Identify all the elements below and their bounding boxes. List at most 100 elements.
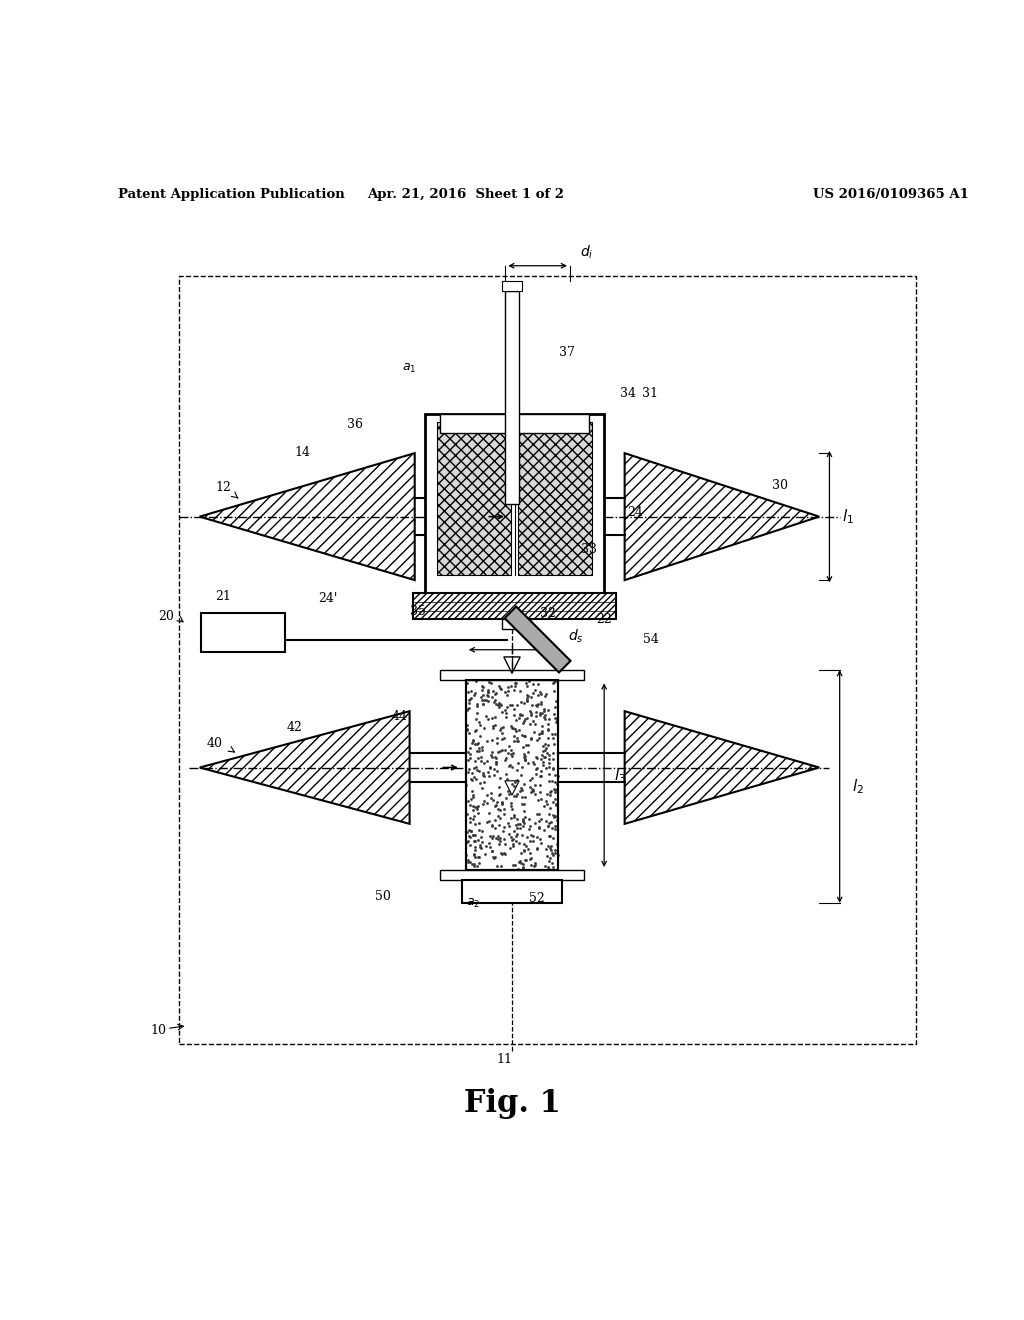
Point <box>466 853 482 874</box>
Point <box>494 792 510 813</box>
Point <box>476 791 493 812</box>
Point <box>541 803 557 824</box>
Point <box>522 854 539 875</box>
Point <box>471 711 487 733</box>
Point <box>512 704 528 725</box>
Point <box>483 744 500 766</box>
Point <box>501 735 517 756</box>
Point <box>494 729 510 750</box>
Point <box>486 692 503 713</box>
Point <box>463 688 479 709</box>
Point <box>540 816 556 837</box>
Point <box>459 673 475 694</box>
Point <box>509 784 525 805</box>
Point <box>472 714 488 735</box>
Point <box>516 800 532 821</box>
Point <box>497 739 513 760</box>
Point <box>506 731 522 752</box>
Point <box>515 810 531 832</box>
Point <box>516 748 532 770</box>
Point <box>538 738 554 759</box>
Bar <box>201 612 285 652</box>
Point <box>512 690 528 711</box>
Point <box>548 711 564 733</box>
Point <box>524 830 541 851</box>
Point <box>549 779 565 800</box>
Point <box>537 709 553 730</box>
Point <box>509 730 525 751</box>
Point <box>547 818 563 840</box>
Point <box>480 810 497 832</box>
Point <box>493 719 509 741</box>
Point <box>465 730 481 751</box>
Point <box>514 713 530 734</box>
Point <box>547 788 563 809</box>
Point <box>479 762 496 783</box>
Point <box>507 854 523 875</box>
Point <box>549 793 565 814</box>
Point <box>531 766 548 787</box>
Point <box>517 734 534 755</box>
Point <box>468 671 484 692</box>
Point <box>510 752 526 774</box>
Point <box>500 742 516 763</box>
Point <box>469 799 485 820</box>
Point <box>515 737 531 758</box>
Point <box>524 780 541 801</box>
Point <box>532 722 549 743</box>
Point <box>484 680 501 701</box>
Point <box>466 830 482 851</box>
Point <box>532 766 549 787</box>
Bar <box>502 619 522 630</box>
Point <box>483 741 500 762</box>
Point <box>523 729 540 750</box>
Point <box>534 748 550 770</box>
Point <box>487 693 504 714</box>
Point <box>517 726 534 747</box>
Point <box>473 826 489 847</box>
Point <box>516 710 532 731</box>
Point <box>531 817 548 838</box>
Text: 14: 14 <box>294 446 310 458</box>
Point <box>485 764 502 785</box>
Point <box>463 768 479 789</box>
Polygon shape <box>200 711 410 824</box>
Point <box>468 709 484 730</box>
Point <box>499 788 515 809</box>
Point <box>459 719 475 741</box>
Text: 21: 21 <box>215 590 231 603</box>
Point <box>546 734 562 755</box>
Point <box>490 784 507 805</box>
Bar <box>517 422 592 576</box>
Text: 20: 20 <box>158 610 174 623</box>
Point <box>528 746 545 767</box>
Point <box>462 834 478 855</box>
Point <box>537 734 553 755</box>
Point <box>538 684 554 705</box>
Point <box>541 718 557 739</box>
Point <box>541 752 557 774</box>
Point <box>484 841 501 862</box>
Point <box>458 845 474 866</box>
Point <box>537 820 553 841</box>
Point <box>516 840 532 861</box>
Text: $l_2$: $l_2$ <box>852 777 864 796</box>
Point <box>480 709 497 730</box>
Point <box>483 686 500 708</box>
Point <box>503 743 519 764</box>
Bar <box>466 681 558 870</box>
Point <box>527 680 544 701</box>
Point <box>539 784 555 805</box>
Point <box>503 793 519 814</box>
Point <box>545 792 561 813</box>
Point <box>523 781 540 803</box>
Point <box>492 808 508 829</box>
Point <box>466 767 482 788</box>
Text: 10: 10 <box>151 1024 167 1038</box>
Point <box>541 744 557 766</box>
Point <box>517 849 534 870</box>
Text: 40: 40 <box>207 738 223 751</box>
Text: 44: 44 <box>391 710 408 723</box>
Point <box>549 809 565 830</box>
Point <box>459 832 475 853</box>
